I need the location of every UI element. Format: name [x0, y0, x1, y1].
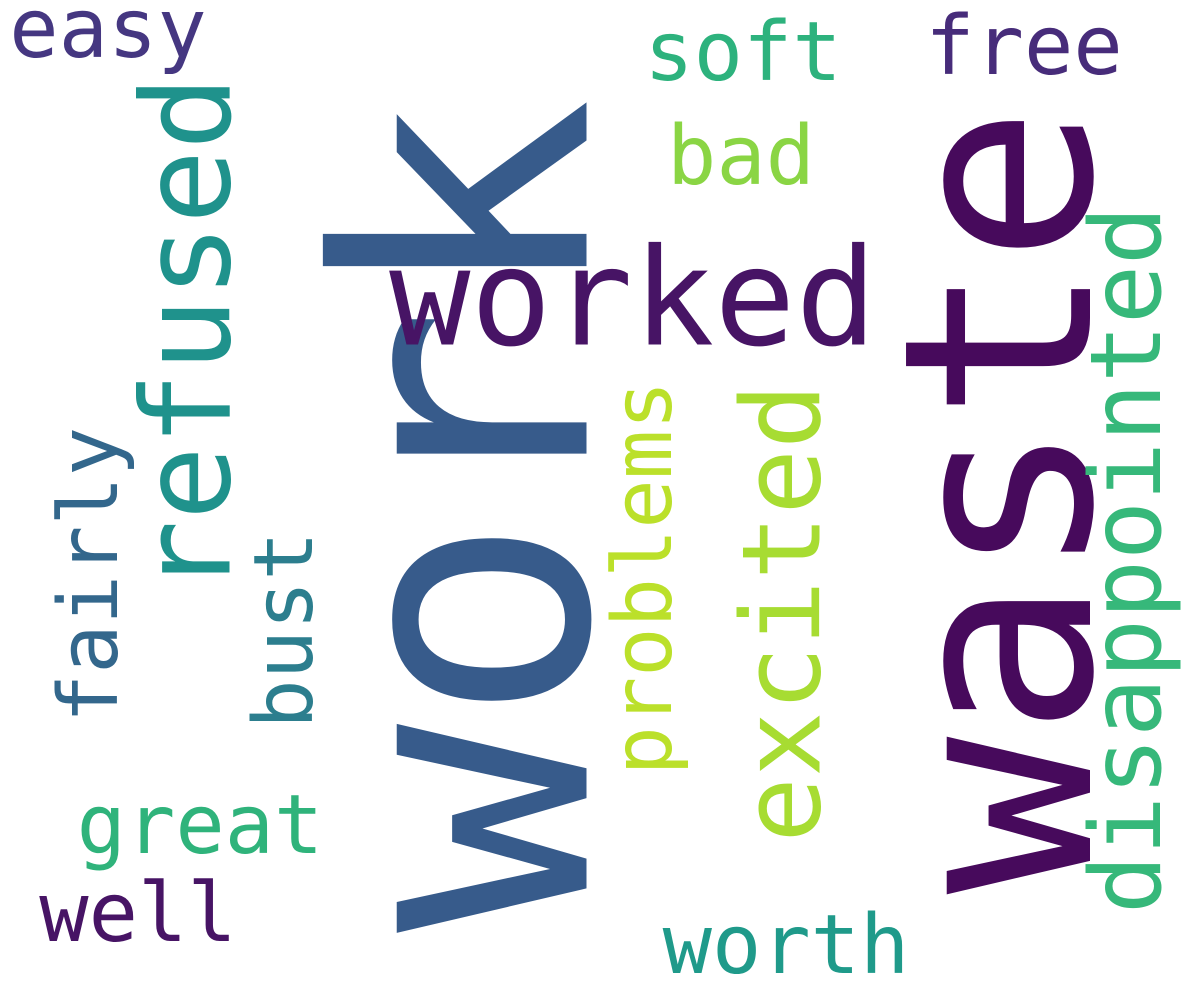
word-excited: excited: [718, 383, 846, 843]
word-well: well: [39, 866, 237, 961]
word-worked: worked: [389, 219, 877, 377]
word-disappointed: disappointed: [1070, 205, 1184, 915]
word-fairly: fairly: [42, 426, 137, 724]
word-free: free: [925, 0, 1123, 94]
word-great: great: [76, 778, 324, 873]
word-bad: bad: [666, 109, 816, 204]
word-refused: refused: [116, 75, 260, 595]
word-bust: bust: [237, 531, 332, 729]
word-problems: problems: [596, 380, 691, 776]
word-worth: worth: [662, 898, 910, 993]
word-soft: soft: [644, 5, 842, 100]
word-easy: easy: [9, 0, 207, 77]
